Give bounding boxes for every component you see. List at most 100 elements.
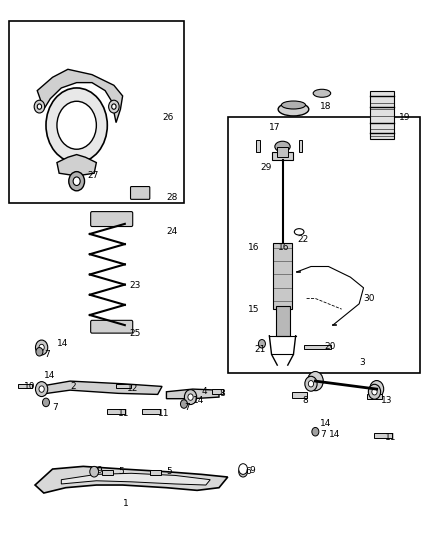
Bar [228,117,420,373]
Bar [107,409,125,414]
Circle shape [112,104,116,109]
FancyBboxPatch shape [91,212,133,227]
Bar [367,394,382,399]
Bar [277,147,288,157]
Text: 5: 5 [118,467,124,476]
Circle shape [307,372,323,391]
Text: 14: 14 [57,340,68,348]
Circle shape [180,400,187,408]
Text: 7: 7 [320,430,325,439]
Polygon shape [57,155,96,176]
Bar [276,306,290,336]
Circle shape [57,101,96,149]
Bar [150,470,161,475]
Circle shape [42,398,49,407]
Circle shape [35,382,48,397]
Circle shape [109,100,119,113]
Circle shape [370,381,384,398]
Text: 9: 9 [96,466,102,474]
Text: 7: 7 [184,403,190,412]
Text: 3: 3 [359,358,365,367]
FancyBboxPatch shape [131,187,150,199]
Text: 11: 11 [385,433,397,441]
Text: 1: 1 [123,499,128,508]
Text: 21: 21 [254,345,265,353]
Bar [304,345,331,349]
Circle shape [184,390,197,405]
Circle shape [305,376,317,391]
Polygon shape [61,473,210,485]
Bar [9,21,184,203]
Ellipse shape [294,229,304,235]
Circle shape [39,386,44,392]
Text: 16: 16 [278,244,290,252]
Text: 11: 11 [158,409,169,417]
Text: 27: 27 [88,172,99,180]
Bar [256,140,260,152]
Text: 2: 2 [70,382,76,391]
Text: 11: 11 [118,409,130,417]
Circle shape [239,466,247,477]
Bar [273,243,292,309]
Circle shape [308,381,314,387]
Circle shape [37,104,42,109]
Text: 15: 15 [247,305,259,313]
Text: 12: 12 [127,384,138,392]
Text: 23: 23 [129,281,141,289]
Text: 22: 22 [298,236,309,244]
Text: 8: 8 [219,389,225,398]
Text: 9: 9 [250,466,255,474]
Circle shape [36,348,43,356]
Text: 7: 7 [53,403,58,412]
Bar [212,389,223,394]
Bar [370,91,394,139]
Bar [292,392,307,398]
Ellipse shape [313,90,331,98]
Ellipse shape [281,101,306,109]
Ellipse shape [278,102,309,116]
Text: 19: 19 [399,113,410,122]
Circle shape [34,100,45,113]
Circle shape [73,177,80,185]
Text: 7: 7 [44,350,49,359]
Text: 20: 20 [324,342,336,351]
Text: 25: 25 [129,329,141,337]
Text: 29: 29 [261,164,272,172]
Circle shape [239,464,247,474]
Bar [272,152,293,160]
Circle shape [90,466,99,477]
Polygon shape [35,466,228,493]
Text: 26: 26 [162,113,173,122]
Text: 14: 14 [193,397,204,405]
Circle shape [35,340,48,355]
Circle shape [368,384,381,399]
Circle shape [188,394,193,400]
Text: 4: 4 [201,387,207,396]
Text: 14: 14 [44,372,55,380]
Text: 5: 5 [166,467,172,476]
Text: 16: 16 [247,244,259,252]
Circle shape [258,340,265,348]
Text: 13: 13 [381,397,392,405]
Bar [18,384,32,388]
Bar [116,384,131,388]
Bar [102,470,113,475]
Text: 10: 10 [24,382,35,391]
Text: 6: 6 [245,467,251,476]
Text: 30: 30 [364,294,375,303]
Bar [142,409,160,414]
Text: 28: 28 [166,193,178,201]
Circle shape [372,389,377,395]
Text: 14: 14 [328,430,340,439]
Polygon shape [39,381,162,394]
Circle shape [46,88,107,163]
Text: 8: 8 [302,397,308,405]
Polygon shape [166,389,219,399]
Circle shape [312,427,319,436]
Ellipse shape [275,141,290,152]
Bar [374,433,392,438]
Polygon shape [37,69,123,123]
Text: 14: 14 [320,419,331,428]
FancyBboxPatch shape [91,320,133,333]
Text: 17: 17 [269,124,281,132]
